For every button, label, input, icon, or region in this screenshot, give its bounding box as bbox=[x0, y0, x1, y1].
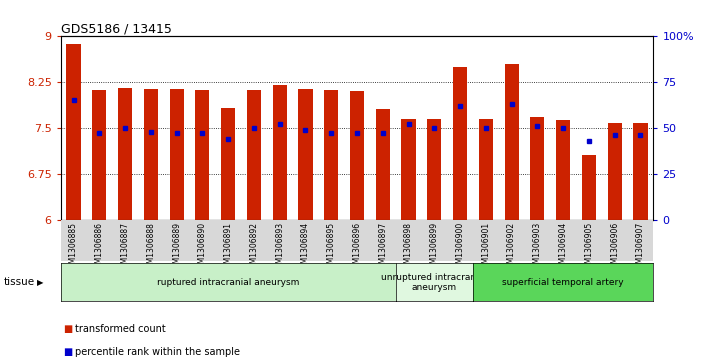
Bar bbox=[273, 85, 287, 220]
Bar bbox=[92, 90, 106, 220]
Text: GSM1306886: GSM1306886 bbox=[95, 222, 104, 273]
Text: GSM1306895: GSM1306895 bbox=[327, 222, 336, 273]
Bar bbox=[401, 119, 416, 220]
Bar bbox=[324, 90, 338, 220]
Text: GSM1306888: GSM1306888 bbox=[146, 222, 156, 273]
Text: GSM1306904: GSM1306904 bbox=[558, 222, 568, 273]
Bar bbox=[221, 109, 235, 220]
Bar bbox=[453, 67, 467, 220]
Bar bbox=[66, 44, 81, 220]
Text: GSM1306897: GSM1306897 bbox=[378, 222, 387, 273]
Bar bbox=[479, 119, 493, 220]
Text: GSM1306901: GSM1306901 bbox=[481, 222, 491, 273]
Text: GSM1306892: GSM1306892 bbox=[249, 222, 258, 273]
Text: tissue: tissue bbox=[4, 277, 35, 287]
Text: GSM1306889: GSM1306889 bbox=[172, 222, 181, 273]
Text: GSM1306887: GSM1306887 bbox=[121, 222, 130, 273]
Text: unruptured intracranial
aneurysm: unruptured intracranial aneurysm bbox=[381, 273, 487, 292]
Bar bbox=[118, 87, 132, 220]
Text: ■: ■ bbox=[63, 347, 72, 357]
Bar bbox=[247, 90, 261, 220]
Text: GSM1306905: GSM1306905 bbox=[584, 222, 593, 273]
Text: GSM1306898: GSM1306898 bbox=[404, 222, 413, 273]
Bar bbox=[505, 64, 518, 220]
Text: GSM1306894: GSM1306894 bbox=[301, 222, 310, 273]
Bar bbox=[608, 123, 622, 220]
Bar bbox=[144, 89, 158, 220]
Bar bbox=[298, 89, 313, 220]
Bar bbox=[376, 109, 390, 220]
Text: GSM1306903: GSM1306903 bbox=[533, 222, 542, 273]
Bar bbox=[556, 120, 570, 220]
Text: ruptured intracranial aneurysm: ruptured intracranial aneurysm bbox=[157, 278, 299, 287]
Bar bbox=[582, 155, 596, 220]
Text: GSM1306885: GSM1306885 bbox=[69, 222, 78, 273]
Text: superficial temporal artery: superficial temporal artery bbox=[503, 278, 624, 287]
Text: ▶: ▶ bbox=[37, 278, 44, 287]
Text: ■: ■ bbox=[63, 323, 72, 334]
Text: GSM1306906: GSM1306906 bbox=[610, 222, 619, 273]
Bar bbox=[196, 90, 209, 220]
Text: GSM1306900: GSM1306900 bbox=[456, 222, 465, 273]
Text: GSM1306890: GSM1306890 bbox=[198, 222, 207, 273]
Text: transformed count: transformed count bbox=[75, 323, 166, 334]
Bar bbox=[633, 123, 648, 220]
Text: GDS5186 / 13415: GDS5186 / 13415 bbox=[61, 22, 171, 35]
Text: GSM1306891: GSM1306891 bbox=[223, 222, 233, 273]
Bar bbox=[350, 91, 364, 220]
Text: percentile rank within the sample: percentile rank within the sample bbox=[75, 347, 240, 357]
Text: GSM1306896: GSM1306896 bbox=[353, 222, 361, 273]
Text: GSM1306899: GSM1306899 bbox=[430, 222, 439, 273]
Bar bbox=[169, 89, 183, 220]
Text: GSM1306902: GSM1306902 bbox=[507, 222, 516, 273]
Bar bbox=[531, 117, 545, 220]
Text: GSM1306893: GSM1306893 bbox=[275, 222, 284, 273]
Text: GSM1306907: GSM1306907 bbox=[636, 222, 645, 273]
Bar bbox=[427, 119, 441, 220]
